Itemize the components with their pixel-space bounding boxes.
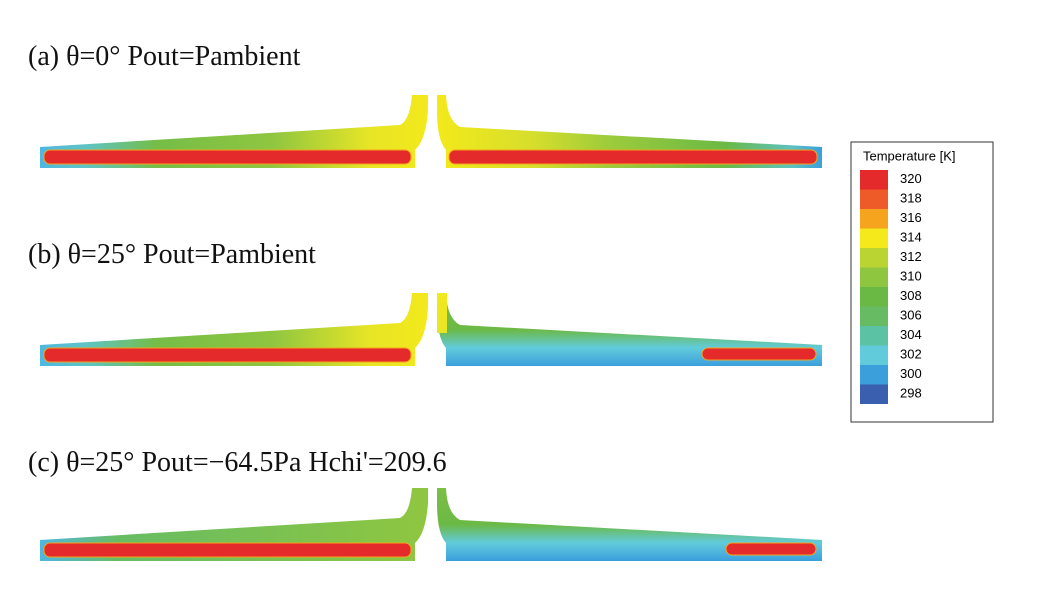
legend-swatch — [860, 306, 888, 326]
legend: Temperature [K] 320 318 316 314 312 310 308 306… — [850, 141, 994, 423]
hot-band — [725, 542, 817, 556]
hot-band — [701, 347, 817, 361]
hot-band — [448, 149, 818, 165]
hot-band — [43, 347, 412, 363]
legend-label: 316 — [900, 210, 922, 225]
panel-title: (a) θ=0° Pout=Pambient — [28, 41, 301, 72]
panel-title: (c) θ=25° Pout=−64.5Pa Hchi'=209.6 — [28, 447, 447, 478]
hot-band — [43, 542, 412, 558]
legend-label: 314 — [900, 230, 922, 245]
panel-c: (c) θ=25° Pout=−64.5Pa Hchi'=209.6 — [28, 447, 822, 561]
legend-label: 318 — [900, 191, 922, 206]
legend-label: 300 — [900, 366, 922, 381]
legend-swatch — [860, 267, 888, 287]
legend-swatch — [860, 287, 888, 307]
hot-band — [43, 149, 412, 165]
domain-right — [437, 488, 822, 561]
legend-swatch — [860, 189, 888, 209]
legend-swatch — [860, 248, 888, 268]
legend-label: 320 — [900, 171, 922, 186]
legend-swatch — [860, 209, 888, 229]
chimney — [437, 293, 447, 333]
legend-label: 308 — [900, 288, 922, 303]
legend-label: 312 — [900, 249, 922, 264]
panel-a: (a) θ=0° Pout=Pambient — [28, 41, 822, 168]
legend-swatch — [860, 365, 888, 385]
legend-label: 302 — [900, 347, 922, 362]
legend-title: Temperature [K] — [863, 148, 956, 163]
legend-label: 298 — [900, 386, 922, 401]
legend-swatch — [860, 384, 888, 404]
legend-label: 310 — [900, 269, 922, 284]
legend-label: 304 — [900, 327, 922, 342]
legend-swatch — [860, 326, 888, 346]
legend-label: 306 — [900, 308, 922, 323]
legend-swatch — [860, 228, 888, 248]
legend-swatch — [860, 170, 888, 190]
panel-title: (b) θ=25° Pout=Pambient — [28, 239, 316, 270]
legend-swatch — [860, 345, 888, 365]
panel-b: (b) θ=25° Pout=Pambient — [28, 239, 822, 366]
